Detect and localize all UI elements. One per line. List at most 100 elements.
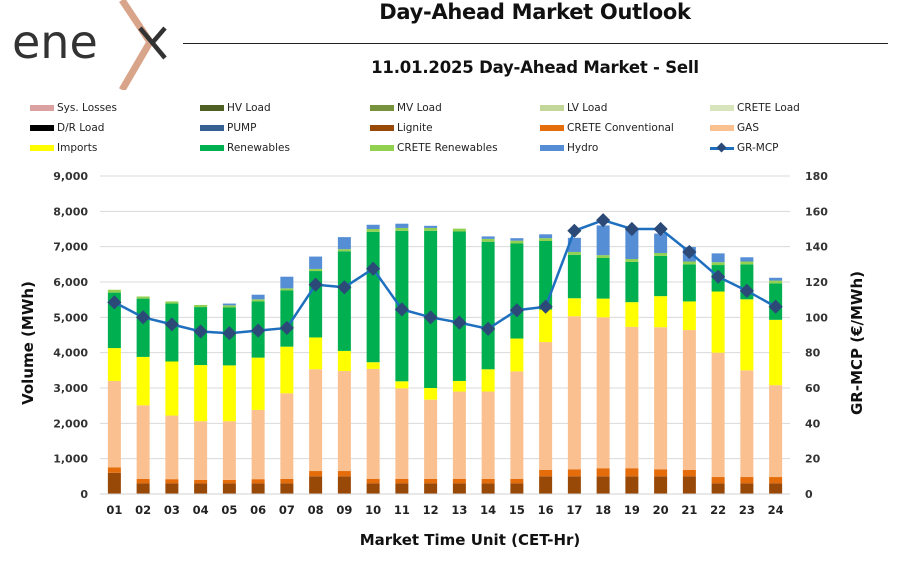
bar-segment-crete-renewables	[769, 280, 783, 284]
legend-item-crete-renewables: CRETE Renewables	[370, 140, 498, 156]
legend-item-lignite: Lignite	[370, 120, 433, 136]
bar-segment-hydro	[395, 223, 409, 228]
gr-mcp-marker	[624, 221, 639, 237]
y-tick-label: 9,000	[53, 170, 88, 183]
gr-mcp-marker	[337, 280, 352, 295]
bar-segment-renewables	[596, 257, 610, 299]
x-tick-label: 22	[710, 503, 726, 517]
bar-segment-hydro	[711, 253, 725, 263]
chart-legend: Sys. Losses HV Load MV Load LV Load CRETE Lo…	[30, 100, 890, 160]
bar-segment-lignite	[510, 483, 524, 494]
legend-item-lv-load: LV Load	[540, 100, 607, 116]
legend-label: MV Load	[397, 102, 442, 114]
bar-segment-crete-renewables	[251, 299, 265, 302]
bar-segment-lignite	[165, 483, 179, 494]
bar-segment-gas	[539, 342, 553, 470]
gr-mcp-marker	[682, 244, 697, 260]
bar-segment-gas	[481, 391, 495, 479]
legend-item-crete-conventional: CRETE Conventional	[540, 120, 674, 136]
legend-swatch	[710, 125, 734, 131]
bar-segment-hydro	[596, 225, 610, 256]
bar-segment-hydro	[625, 229, 639, 260]
bar-segment-crete-conventional	[337, 471, 351, 477]
bar-segment-crete-renewables	[740, 261, 754, 265]
legend-item-hydro: Hydro	[540, 140, 598, 156]
legend-label: LV Load	[567, 102, 608, 114]
bar-segment-imports	[309, 337, 323, 370]
bar-segment-crete-conventional	[769, 477, 783, 484]
chart-subtitle: 11.01.2025 Day-Ahead Market - Sell	[371, 58, 699, 77]
bar-segment-crete-conventional	[222, 479, 236, 484]
bar-segment-hydro	[654, 233, 668, 254]
bar-segment-imports	[539, 309, 553, 343]
gr-mcp-marker	[509, 303, 524, 318]
bar-segment-imports	[251, 357, 265, 410]
bar-segment-renewables	[424, 230, 438, 388]
bar-segment-hydro	[309, 256, 323, 269]
gr-mcp-marker	[308, 277, 323, 292]
bar-segment-crete-renewables	[567, 251, 581, 255]
bar-segment-hydro	[366, 224, 380, 229]
y-tick-label: 3,000	[53, 382, 88, 395]
bar-segment-gas	[337, 371, 351, 472]
x-tick-label: 04	[193, 503, 209, 517]
legend-label: Hydro	[567, 142, 599, 154]
bar-segment-renewables	[625, 261, 639, 303]
bar-segment-gas	[654, 327, 668, 470]
bar-segment-hydro	[510, 238, 524, 241]
bar-segment-gas	[711, 352, 725, 478]
bar-segment-imports	[510, 338, 524, 372]
bar-segment-renewables	[107, 292, 121, 349]
x-tick-label: 14	[480, 503, 496, 517]
bar-segment-gas	[596, 317, 610, 469]
bar-segment-crete-renewables	[424, 227, 438, 231]
bar-segment-renewables	[337, 251, 351, 351]
legend-label: GR-MCP	[737, 142, 779, 154]
bar-segment-lignite	[222, 483, 236, 494]
bar-segment-hydro	[280, 276, 294, 289]
bar-segment-gas	[424, 399, 438, 479]
y-tick-label: 1,000	[53, 453, 88, 466]
logo-x-glyph	[138, 26, 167, 60]
bar-segment-crete-conventional	[682, 469, 696, 477]
x-tick-label: 10	[365, 503, 381, 517]
bar-segment-hydro	[769, 277, 783, 281]
legend-swatch	[370, 145, 394, 151]
gr-mcp-marker	[653, 221, 668, 237]
x-tick-label: 02	[135, 503, 151, 517]
bar-segment-gas	[682, 330, 696, 470]
bar-segment-lignite	[654, 476, 668, 494]
y2-tick-label: 20	[805, 453, 821, 466]
bar-segment-lignite	[481, 483, 495, 494]
bar-segment-crete-conventional	[251, 479, 265, 484]
gr-mcp-marker	[711, 269, 726, 284]
y-tick-label: 5,000	[53, 311, 88, 324]
bar-segment-renewables	[654, 255, 668, 297]
legend-item-renewables: Renewables	[200, 140, 290, 156]
legend-swatch	[710, 105, 734, 111]
bar-segment-gas	[194, 421, 208, 480]
bar-segment-imports	[711, 291, 725, 353]
bar-segment-crete-conventional	[740, 477, 754, 484]
bar-segment-hydro	[337, 237, 351, 250]
legend-swatch	[370, 125, 394, 131]
bar-segment-crete-renewables	[481, 238, 495, 242]
legend-label: D/R Load	[57, 122, 105, 134]
legend-item-pump: PUMP	[200, 120, 256, 136]
bar-segment-imports	[625, 302, 639, 327]
bar-segment-lignite	[596, 476, 610, 494]
bar-segment-gas	[222, 421, 236, 480]
legend-label: GAS	[737, 122, 759, 134]
bar-segment-gas	[251, 409, 265, 480]
gr-mcp-marker	[222, 326, 237, 341]
logo-text-ene: ene	[12, 15, 98, 69]
bar-segment-crete-renewables	[625, 259, 639, 262]
bar-segment-renewables	[280, 290, 294, 347]
bar-segment-crete-renewables	[366, 229, 380, 232]
gr-mcp-marker	[567, 223, 582, 238]
bar-segment-lignite	[136, 483, 150, 494]
gr-mcp-marker	[366, 261, 381, 276]
gr-mcp-marker	[251, 323, 266, 338]
bar-segment-lignite	[740, 483, 754, 494]
bar-segment-imports	[452, 380, 466, 392]
